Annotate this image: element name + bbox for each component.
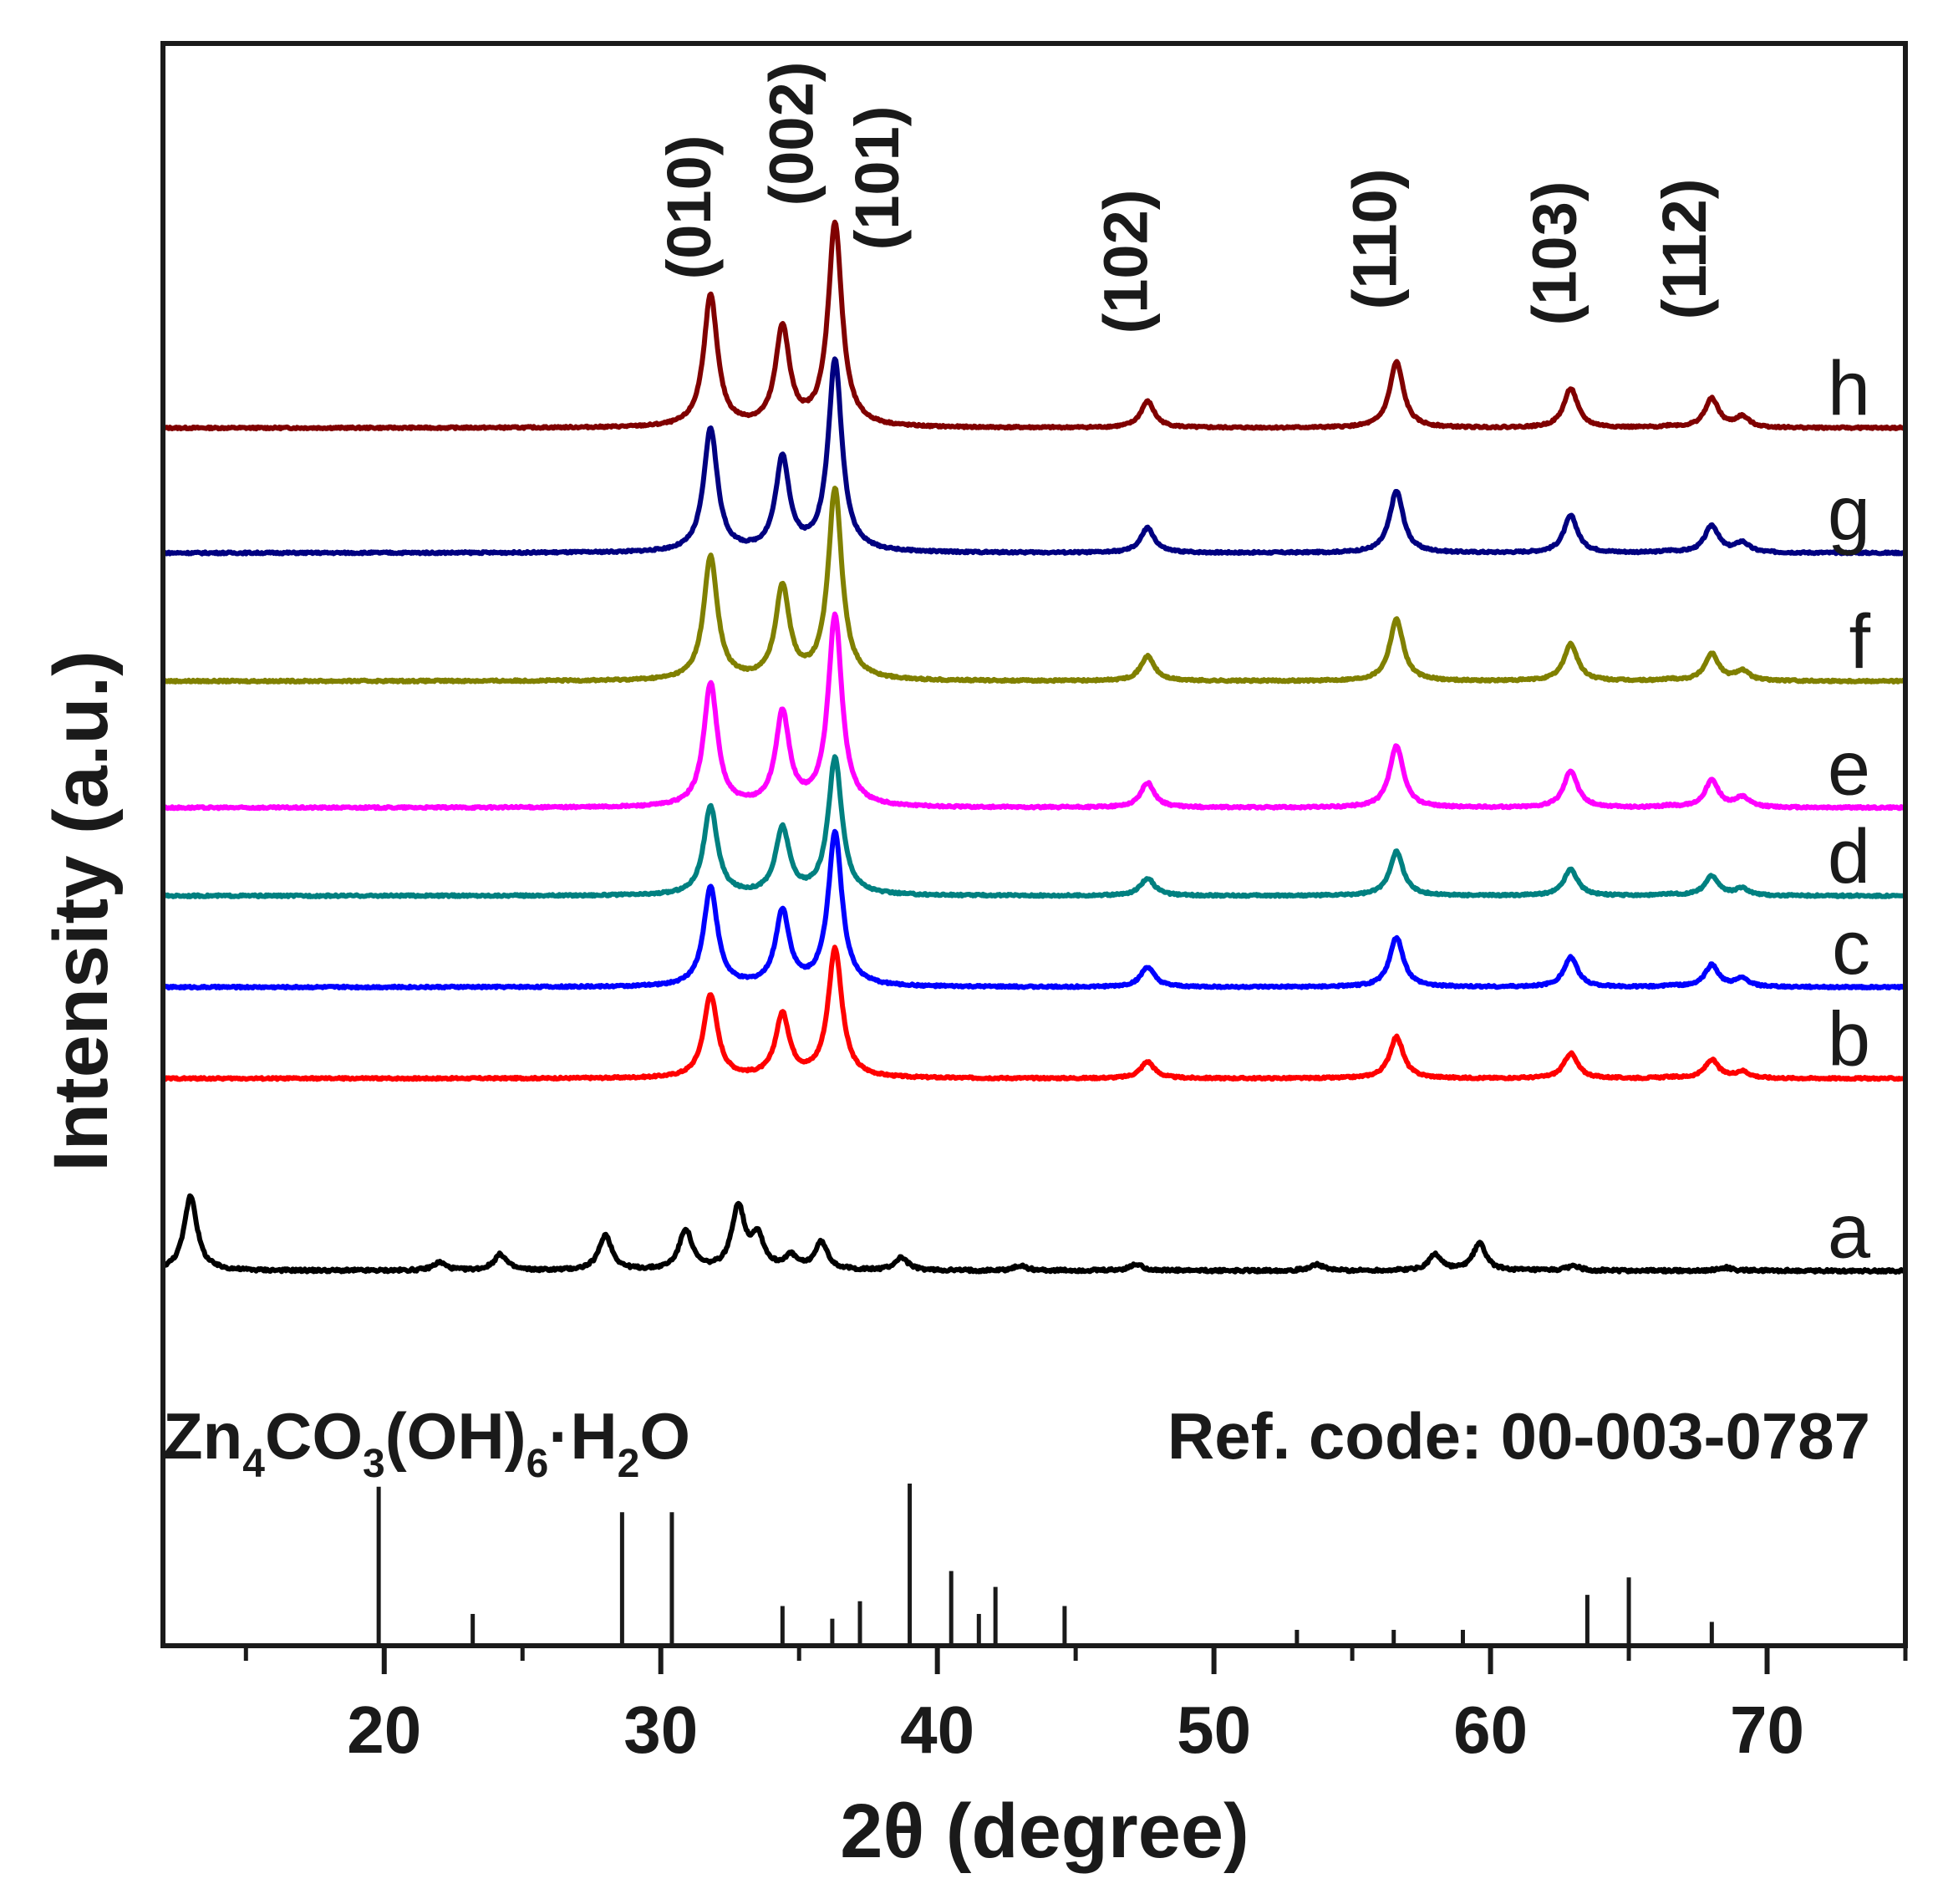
hkl-label: (101)	[842, 106, 912, 251]
formula-subscript: 2	[618, 1442, 640, 1486]
trace-e	[162, 611, 1907, 812]
series-letter-b: b	[1828, 996, 1870, 1082]
x-axis-tick-labels: 20 30 40 50 60 70	[347, 1693, 1804, 1767]
x-tick-label: 20	[347, 1693, 421, 1767]
series-letter-h: h	[1828, 346, 1870, 431]
formula-part: Zn	[163, 1399, 242, 1473]
trace-f	[163, 486, 1907, 685]
hkl-label: (002)	[756, 62, 826, 206]
reference-sticks	[376, 1484, 1714, 1646]
series-letter-a: a	[1828, 1189, 1871, 1274]
hkl-labels: (010) (002) (101) (102) (110) (103) (112)	[654, 62, 1719, 334]
trace-h	[163, 219, 1906, 432]
series-letter-g: g	[1828, 471, 1870, 557]
trace-b	[162, 944, 1906, 1082]
formula-subscript: 3	[363, 1442, 385, 1486]
trace-c	[162, 828, 1906, 991]
formula-part: (OH)	[385, 1399, 526, 1473]
hkl-label: (102)	[1091, 190, 1161, 334]
formula-part: ·H	[548, 1399, 617, 1473]
formula-part: CO	[265, 1399, 363, 1473]
y-axis-title: Intensity (a.u.)	[38, 650, 124, 1172]
x-tick-label: 50	[1177, 1693, 1251, 1767]
x-axis-ticks	[243, 1646, 1908, 1674]
formula-subscript: 6	[526, 1442, 549, 1486]
formula-subscript: 4	[242, 1442, 265, 1486]
trace-d	[162, 754, 1906, 899]
plot-frame	[160, 41, 1908, 1648]
x-tick-label: 40	[900, 1693, 974, 1767]
x-tick-label: 60	[1453, 1693, 1528, 1767]
x-tick-label: 30	[623, 1693, 698, 1767]
series-letter-f: f	[1849, 599, 1870, 685]
series-letter-d: d	[1828, 814, 1870, 899]
series-letter-c: c	[1832, 905, 1870, 990]
x-tick-label: 70	[1730, 1693, 1804, 1767]
hkl-label: (010)	[654, 135, 724, 280]
xrd-traces	[162, 219, 1907, 1275]
trace-a	[162, 1193, 1907, 1275]
reference-code-label: Ref. code: 00-003-0787	[1167, 1399, 1870, 1473]
hkl-label: (110)	[1340, 169, 1410, 310]
formula-part: O	[639, 1399, 690, 1473]
trace-g	[163, 356, 1906, 557]
x-axis-title: 2θ (degree)	[840, 1789, 1249, 1874]
series-letter-e: e	[1828, 725, 1870, 811]
hkl-label: (103)	[1520, 181, 1589, 326]
reference-compound-label: Zn4CO3(OH)6·H2O	[163, 1399, 690, 1486]
hkl-label: (112)	[1650, 179, 1719, 320]
